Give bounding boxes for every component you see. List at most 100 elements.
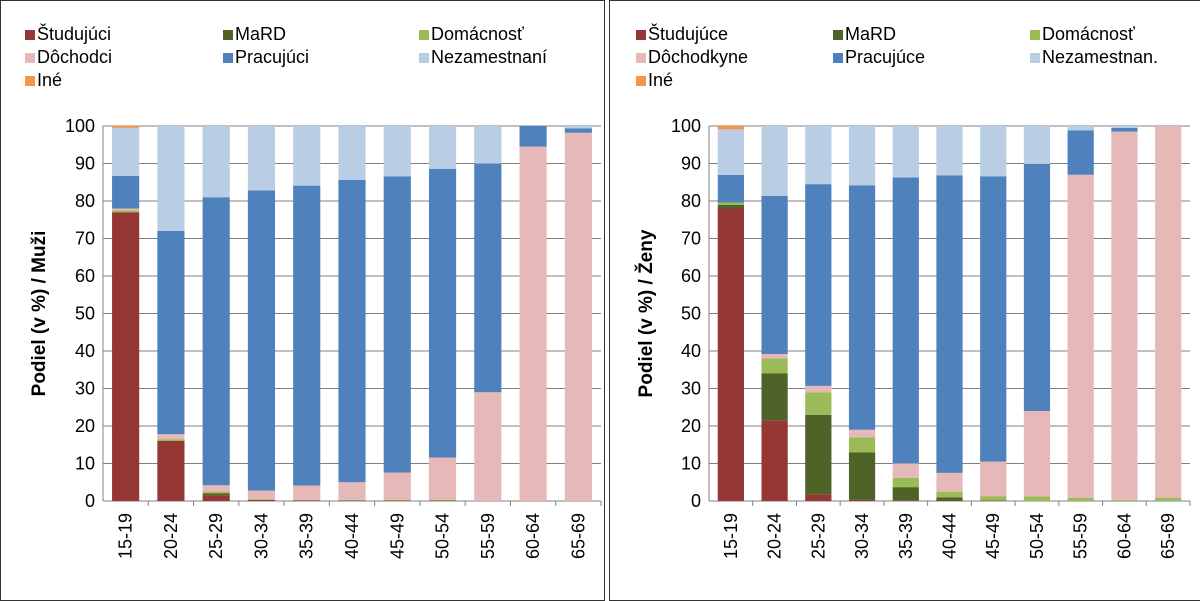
legend-swatch-ine (25, 76, 35, 86)
bar-segment-dochodci-15-19 (112, 208, 140, 211)
y-tick-label: 70 (681, 229, 701, 249)
bar-segment-nezamestnani-65-69 (564, 126, 592, 129)
legend-label-nezamestnani: Nezamestnaní (431, 47, 547, 67)
y-tick-label: 50 (75, 304, 95, 324)
x-tick-label: 45-49 (983, 513, 1003, 559)
x-tick-label: 15-19 (721, 513, 741, 559)
y-tick-label: 60 (75, 266, 95, 286)
y-tick-label: 20 (75, 416, 95, 436)
bar-segment-studujuci-35-39 (892, 500, 919, 501)
x-tick-label: 25-29 (206, 513, 226, 559)
bar-segment-pracujuci-30-34 (247, 190, 276, 491)
x-tick-label: 30-34 (852, 513, 872, 559)
y-tick-label: 50 (681, 304, 701, 324)
y-axis-title: Podiel (v %) / Muži (29, 231, 50, 397)
y-tick-label: 20 (681, 416, 701, 436)
bar-segment-studujuci-15-19 (717, 208, 744, 501)
bar-segment-dochodci-45-49 (980, 461, 1007, 497)
legend-label-pracujuci: Pracujúce (845, 47, 925, 67)
bar-segment-mard-40-44 (936, 497, 963, 501)
legend-swatch-pracujuci (223, 53, 233, 63)
bar-segment-pracujuci-20-24 (761, 195, 788, 354)
legend-swatch-dochodci (25, 53, 35, 63)
bar-segment-domacnost-45-49 (383, 499, 411, 501)
bar-segment-dochodci-65-69 (564, 132, 592, 501)
y-tick-label: 10 (75, 454, 95, 474)
y-tick-label: 70 (75, 229, 95, 249)
legend-label-mard: MaRD (235, 24, 286, 44)
x-tick-label: 60-64 (523, 513, 543, 559)
bar-segment-nezamestnani-55-59 (474, 126, 502, 164)
bar-segment-dochodci-35-39 (293, 485, 321, 500)
bar-segment-nezamestnani-30-34 (848, 126, 876, 186)
x-tick-label: 65-69 (1158, 513, 1178, 559)
bar-segment-dochodci-60-64 (1111, 131, 1138, 500)
legend-swatch-domacnost (419, 30, 429, 40)
bar-segment-dochodci-30-34 (848, 429, 876, 438)
bar-segment-dochodci-25-29 (805, 385, 832, 393)
legend-swatch-dochodci (636, 53, 646, 63)
bar-segment-nezamestnani-25-29 (202, 126, 230, 198)
chart-women: Študujúce MaRD Domácnosť Dôchodkyne Pracujúc… (635, 23, 1191, 559)
x-tick-label: 55-59 (478, 513, 498, 559)
bar-segment-pracujuci-55-59 (474, 163, 502, 393)
y-tick-label: 10 (681, 454, 701, 474)
y-tick-label: 30 (75, 379, 95, 399)
x-tick-label: 35-39 (896, 513, 916, 559)
y-tick-label: 60 (681, 266, 701, 286)
bar-segment-nezamestnani-40-44 (338, 126, 366, 180)
bar-segment-studujuci-30-34 (247, 499, 276, 501)
bar-segment-domacnost-30-34 (247, 499, 276, 500)
legend-swatch-mard (833, 30, 843, 40)
legend-label-mard: MaRD (845, 24, 896, 44)
bar-segment-domacnost-25-29 (202, 491, 230, 494)
bar-segment-nezamestnani-15-19 (717, 129, 744, 175)
bar-segment-nezamestnani-45-49 (383, 126, 411, 177)
bar-segment-domacnost-35-39 (892, 477, 919, 488)
bar-segment-nezamestnani-15-19 (112, 127, 140, 176)
bar-segment-dochodci-65-69 (1155, 126, 1182, 498)
bar-segment-pracujuci-65-69 (564, 128, 592, 133)
bar-segment-domacnost-40-44 (936, 491, 963, 498)
y-tick-label: 40 (681, 341, 701, 361)
chart-panel-women: Študujúce MaRD Domácnosť Dôchodkyne Pracujúc… (609, 0, 1200, 601)
bar-segment-mard-20-24 (761, 373, 788, 421)
bar-segment-pracujuci-60-64 (519, 126, 547, 147)
legend-swatch-pracujuci (833, 53, 843, 63)
bar-segment-mard-15-19 (717, 204, 744, 209)
bar-segment-dochodci-60-64 (519, 146, 547, 501)
chart-men: Študujúci MaRD Domácnosť Dôchodci Pracujúci N… (25, 23, 602, 559)
legend-label-studujuci: Študujúce (648, 23, 728, 44)
bar-segment-studujuci-20-24 (157, 441, 185, 501)
x-tick-label: 65-69 (568, 513, 588, 559)
bar-segment-nezamestnani-35-39 (293, 126, 321, 186)
y-tick-label: 80 (75, 191, 95, 211)
bar-segment-nezamestnani-45-49 (980, 126, 1007, 177)
y-axis-title: Podiel (v %) / Ženy (635, 229, 657, 397)
y-tick-label: 100 (671, 116, 701, 136)
bar-segment-domacnost-20-24 (157, 439, 185, 441)
bar-segment-dochodci-50-54 (428, 457, 457, 500)
bar-segment-dochodci-20-24 (761, 354, 788, 359)
bar-segment-pracujuci-30-34 (848, 185, 876, 430)
bar-segment-studujuci-20-24 (761, 420, 788, 501)
bar-segment-dochodci-45-49 (383, 472, 411, 500)
bar-segment-dochodci-20-24 (157, 434, 185, 440)
bar-segment-pracujuci-35-39 (293, 185, 321, 486)
bar-segment-domacnost-60-64 (1111, 499, 1138, 501)
bar-segment-nezamestnani-60-64 (1111, 126, 1138, 128)
bar-segment-domacnost-45-49 (980, 496, 1007, 501)
bar-segment-pracujuci-15-19 (717, 174, 744, 203)
bar-segment-pracujuci-50-54 (428, 168, 457, 458)
x-tick-label: 50-54 (433, 513, 453, 559)
x-tick-label: 60-64 (1114, 513, 1134, 559)
bar-segment-dochodci-35-39 (892, 463, 919, 478)
legend-label-dochodci: Dôchodci (37, 47, 112, 67)
legend-label-studujuci: Študujúci (37, 23, 111, 44)
chart-panel-men: Študujúci MaRD Domácnosť Dôchodci Pracujúci N… (0, 0, 605, 601)
legend-label-domacnost: Domácnosť (431, 24, 524, 44)
bar-segment-nezamestnani-20-24 (761, 126, 788, 196)
y-tick-label: 0 (691, 491, 701, 511)
bar-segment-nezamestnani-35-39 (892, 126, 919, 178)
bar-segment-domacnost-20-24 (761, 358, 788, 374)
